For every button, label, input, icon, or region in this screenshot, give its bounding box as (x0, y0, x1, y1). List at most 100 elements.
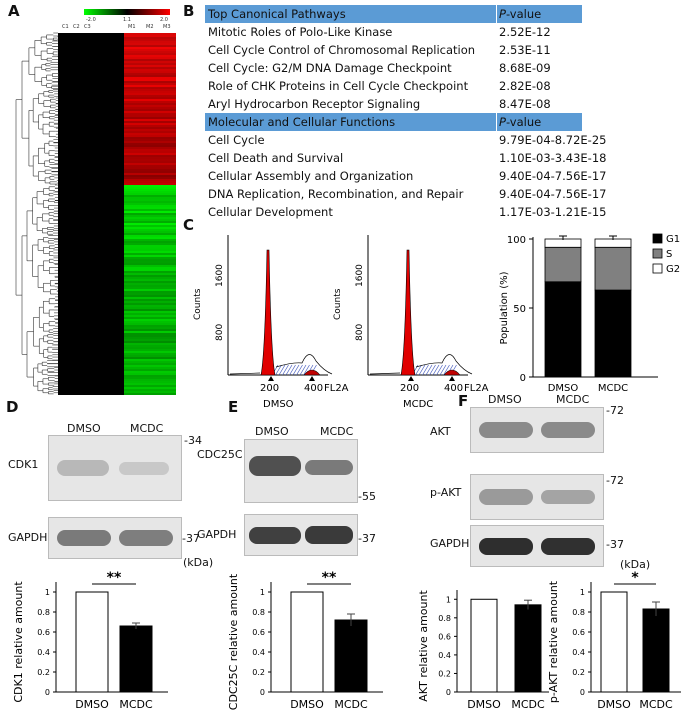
row-value: P-value (499, 7, 542, 21)
e-lane-mcdc: MCDC (320, 425, 354, 438)
heatmap-row (124, 55, 176, 57)
flow-xtick: 400 (444, 383, 463, 394)
pop-ytick: 100 (507, 235, 526, 246)
heatmap-row (124, 43, 176, 45)
f-kda: (kDa) (620, 558, 651, 571)
d-marker-37: -37 (182, 532, 200, 545)
heatmap-row (124, 373, 176, 375)
heatmap-row (124, 361, 176, 363)
heatmap-row (124, 177, 176, 179)
d-lane-mcdc: MCDC (130, 422, 164, 435)
heatmap-row (124, 219, 176, 221)
heatmap-row (124, 225, 176, 227)
flow-xtick: 400 (304, 383, 323, 394)
heatmap-row (124, 247, 176, 249)
heatmap-row (124, 237, 176, 239)
e-marker-37: -37 (358, 532, 376, 545)
heatmap-row (124, 287, 176, 289)
heatmap-row (124, 147, 176, 149)
heatmap-row (124, 113, 176, 115)
heatmap-row (124, 239, 176, 241)
pop-ytick: 0 (520, 373, 526, 384)
heatmap-row (124, 183, 176, 185)
row-value: 2.52E-12 (499, 25, 551, 39)
bar-ytick: 0.2 (252, 668, 265, 677)
heatmap-row (124, 53, 176, 55)
heatmap-row (124, 381, 176, 383)
table-row: Cell Cycle: G2/M DNA Damage Checkpoint 8.… (205, 59, 582, 77)
heatmap-row (124, 59, 176, 61)
heatmap-row (124, 267, 176, 269)
heatmap-row (124, 83, 176, 85)
legend-swatch (652, 248, 663, 259)
bar-ytick: 0.8 (438, 614, 451, 623)
heatmap-row (124, 173, 176, 175)
heatmap-row (124, 67, 176, 69)
heatmap-row (124, 277, 176, 279)
bar-ytick: 1 (580, 588, 585, 597)
legend-swatch (652, 263, 663, 274)
heatmap-row (124, 391, 176, 393)
flow-sample-label: DMSO (263, 399, 294, 410)
legend-swatch (652, 233, 663, 244)
panel-label-c: C (183, 216, 195, 234)
heatmap-row (124, 33, 176, 35)
bar-mcdc (642, 608, 670, 693)
heatmap-row (124, 65, 176, 67)
bar-dmso (470, 598, 498, 693)
heatmap-row (124, 157, 176, 159)
heatmap-row (124, 229, 176, 231)
dendrogram (15, 32, 59, 395)
pathway-table: Top Canonical Pathways P-value Mitotic Rol… (205, 5, 606, 221)
heatmap-row (124, 207, 176, 209)
heatmap-row (124, 81, 176, 83)
bar-xlabel: MCDC (511, 698, 545, 711)
d-marker-34: -34 (184, 434, 202, 447)
row-value: 2.82E-08 (499, 79, 551, 93)
bar-ytick: 0.8 (572, 608, 585, 617)
heatmap-row (124, 293, 176, 295)
header-separator (496, 113, 497, 131)
heatmap-row (124, 39, 176, 41)
row-value: P-value (499, 115, 542, 129)
heatmap-row (124, 227, 176, 229)
row-label: Molecular and Cellular Functions (208, 115, 396, 129)
heatmap-row (124, 309, 176, 311)
heatmap-row (124, 249, 176, 251)
heatmap-row (124, 179, 176, 181)
flow-xtick: 200 (400, 383, 419, 394)
heatmap-row (124, 189, 176, 191)
table-row: Cell Cycle Control of Chromosomal Replic… (205, 41, 582, 59)
bar-ytick: 1 (260, 588, 265, 597)
row-value: 8.47E-08 (499, 97, 551, 111)
heatmap-row (124, 97, 176, 99)
heatmap-row (124, 259, 176, 261)
scale-mid: 1.1 (123, 17, 131, 23)
heatmap-row (124, 49, 176, 51)
histogram-mcdc: Counts 800 1600 200 400 FL2A MCDC (333, 235, 489, 410)
f-marker-72b: -72 (606, 474, 624, 487)
heatmap-row (124, 281, 176, 283)
heatmap-row (124, 135, 176, 137)
row-value: 2.53E-11 (499, 43, 551, 57)
heatmap-row (124, 343, 176, 345)
heatmap-row (124, 311, 176, 313)
heatmap-row (124, 61, 176, 63)
cdc25c-chart: 0 0.2 0.4 0.6 0.8 1 CDC25C relative amount DMSO… (227, 570, 383, 711)
heatmap-row (124, 187, 176, 189)
d-kda: (kDa) (183, 556, 214, 569)
heatmap-row (124, 339, 176, 341)
heatmap-row (124, 235, 176, 237)
heatmap-row (124, 133, 176, 135)
scale-max: 2.0 (160, 17, 168, 23)
heatmap-row (124, 271, 176, 273)
heatmap-row (124, 393, 176, 395)
heatmap-row (124, 297, 176, 299)
cdk1-chart: 0 0.2 0.4 0.6 0.8 1 CDK1 relative amount DMSO MC… (12, 570, 168, 711)
heatmap-row (124, 205, 176, 207)
heatmap-row (124, 213, 176, 215)
heatmap-row (124, 163, 176, 165)
heatmap-row (124, 175, 176, 177)
heatmap-row (124, 257, 176, 259)
heatmap-row (124, 217, 176, 219)
